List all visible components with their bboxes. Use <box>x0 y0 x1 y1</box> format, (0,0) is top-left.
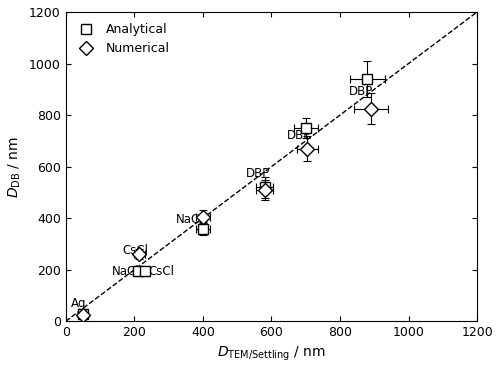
Legend: Analytical, Numerical: Analytical, Numerical <box>72 18 174 60</box>
Text: Ag: Ag <box>71 297 86 310</box>
Y-axis label: $D_{\mathrm{DB}}$ / nm: $D_{\mathrm{DB}}$ / nm <box>7 136 24 198</box>
X-axis label: $D_{\mathrm{TEM/Settling}}$ / nm: $D_{\mathrm{TEM/Settling}}$ / nm <box>217 345 326 363</box>
Text: DBP: DBP <box>246 166 270 179</box>
Text: NaCl: NaCl <box>112 265 140 278</box>
Text: CsCl: CsCl <box>122 244 148 257</box>
Text: DBP: DBP <box>348 85 373 98</box>
Text: NaCl: NaCl <box>176 213 203 226</box>
Text: CsCl: CsCl <box>148 265 174 278</box>
Text: DBP: DBP <box>287 129 311 142</box>
